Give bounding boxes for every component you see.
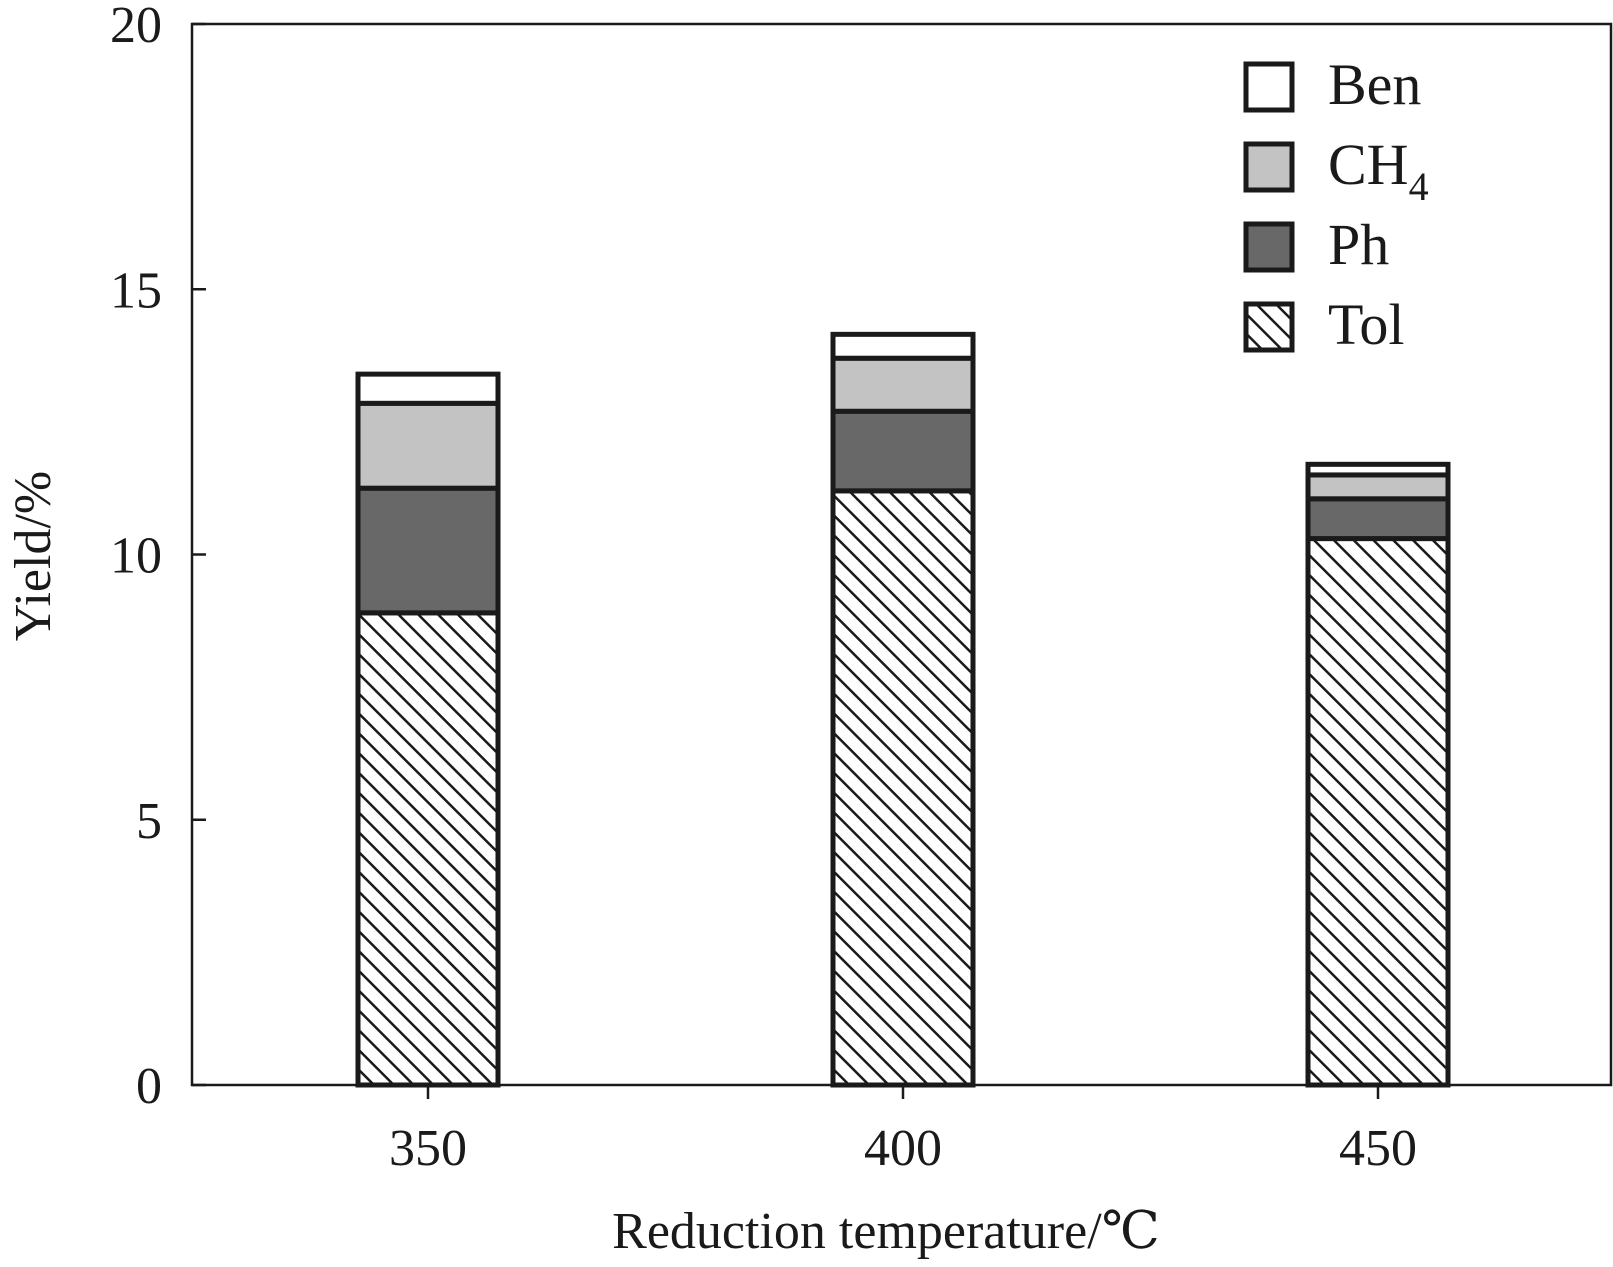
- legend-label-ph: Ph: [1328, 212, 1389, 277]
- bar-segment-tol-350: [355, 610, 501, 1088]
- axes-group: 0 5 10 15 20 350 400 450: [110, 0, 1417, 1177]
- legend-label-ben: Ben: [1328, 52, 1421, 117]
- y-tick-label: 10: [110, 528, 162, 585]
- y-axis-label: Yield/%: [5, 471, 62, 641]
- bar-segment-ben-350: [355, 371, 501, 406]
- legend-swatch-ph: [1243, 221, 1295, 273]
- bar-segment-ph-350: [355, 485, 501, 616]
- y-tick-label: 5: [136, 793, 162, 850]
- bar-segment-tol-400: [830, 488, 976, 1088]
- x-tick-label: 350: [389, 1120, 467, 1177]
- bar-segment-ch4-350: [355, 400, 501, 491]
- bar-segment-ben-400: [830, 331, 976, 361]
- bar-segment-ch4-400: [830, 355, 976, 414]
- y-tick-label: 20: [110, 0, 162, 54]
- legend-swatch-ben: [1243, 61, 1295, 113]
- bar-segment-tol-450: [1305, 536, 1451, 1088]
- bar-segment-ch4-450: [1305, 472, 1451, 502]
- x-tick-label: 450: [1339, 1120, 1417, 1177]
- bar-segment-ph-450: [1305, 496, 1451, 542]
- legend-swatch-ch4: [1243, 141, 1295, 193]
- x-axis-label: Reduction temperature/℃: [612, 1203, 1160, 1260]
- x-tick-label: 400: [864, 1120, 942, 1177]
- bar-segment-ph-400: [830, 408, 976, 494]
- bar-segment-ben-450: [1305, 461, 1451, 478]
- legend-label-tol: Tol: [1328, 292, 1405, 357]
- y-tick-label: 0: [136, 1058, 162, 1115]
- bars-group: [355, 331, 1451, 1088]
- legend-subscript: 4: [1409, 164, 1429, 209]
- y-tick-label: 15: [110, 262, 162, 319]
- legend-swatch-tol: [1243, 301, 1295, 353]
- legend-label-ch4: CH4: [1328, 132, 1429, 209]
